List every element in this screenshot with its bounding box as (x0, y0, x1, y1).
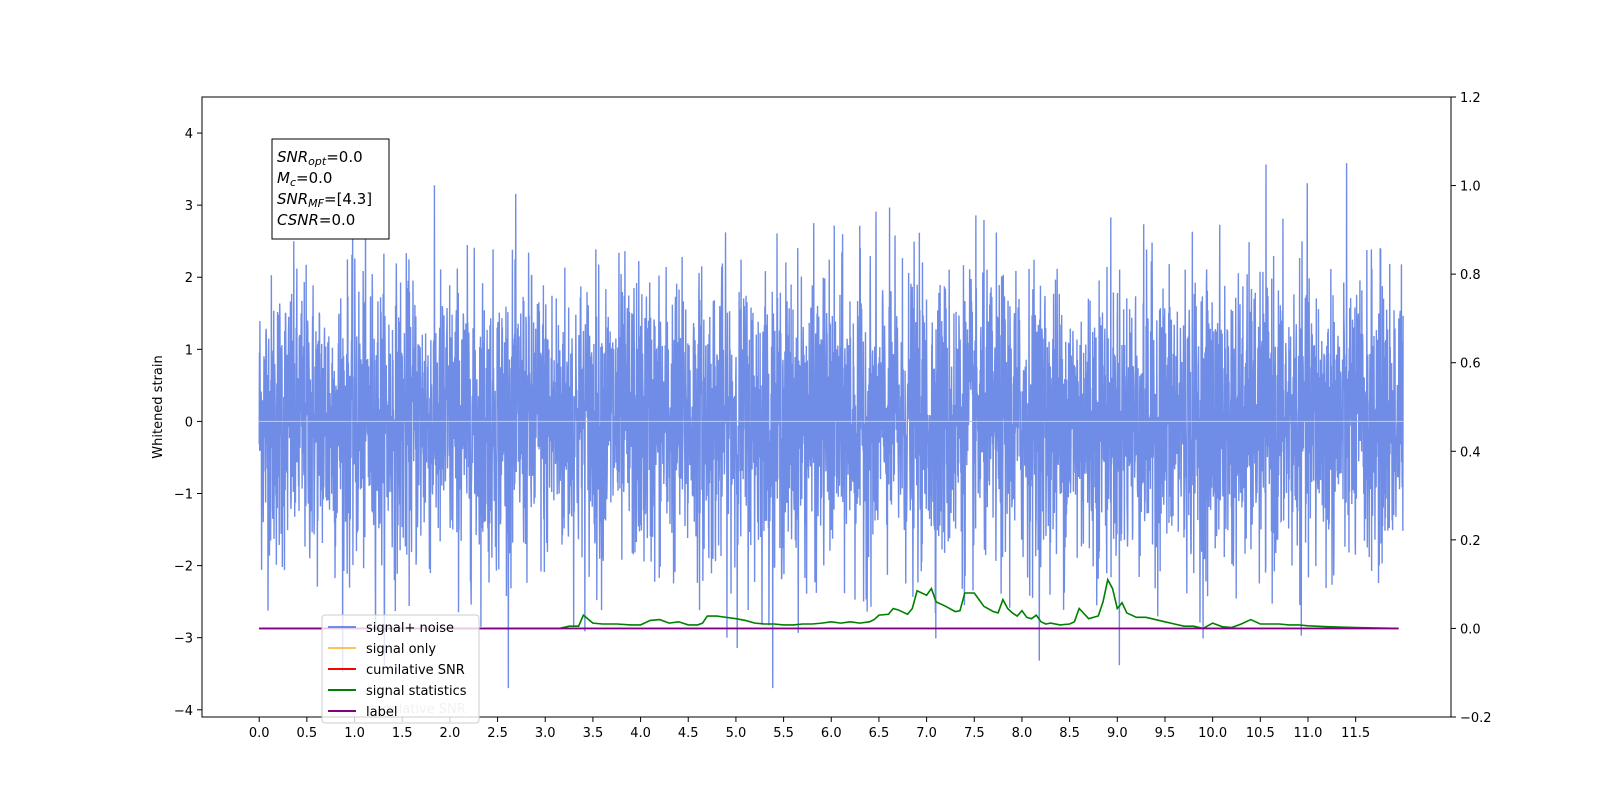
y-right-tick-label: 1.0 (1460, 180, 1481, 195)
y-tick-label: 1 (185, 343, 193, 358)
x-tick-label: 8.0 (1012, 726, 1033, 741)
plot-frame (201, 96, 1452, 718)
y-right-tick-label: 0.4 (1460, 445, 1481, 460)
x-tick-label: 11.5 (1341, 726, 1370, 741)
x-axis: 0.0 0.5 1.0 1.5 2.0 2.5 3.0 3.5 4.0 4.5 5.0 5.5 6.0 6… (249, 717, 1370, 741)
x-tick-label: 7.0 (916, 726, 937, 741)
info-line: Mc=0.0 (277, 169, 332, 189)
x-tick-label: 5.5 (773, 726, 794, 741)
y-right-tick-label: 0.8 (1460, 268, 1481, 283)
x-tick-label: 0.0 (249, 726, 270, 741)
x-tick-label: 8.5 (1059, 726, 1080, 741)
info-line: SNRopt=0.0 (277, 148, 363, 168)
y-axis-label: Whitened strain (151, 355, 166, 458)
y-tick-label: −2 (174, 560, 193, 575)
left-y-axis: 4 3 2 1 0 −1 −2 −3 −4 (174, 127, 202, 719)
info-line: SNRMF=[4.3] (277, 190, 372, 210)
x-tick-label: 2.5 (487, 726, 508, 741)
info-box-frame (271, 138, 390, 240)
y-tick-label: 2 (185, 271, 193, 286)
x-tick-label: 9.5 (1155, 726, 1176, 741)
y-tick-label: −4 (174, 704, 193, 719)
legend-label: signal+ noise (366, 621, 454, 636)
y-tick-label: 0 (185, 415, 193, 430)
x-tick-label: 3.5 (583, 726, 604, 741)
legend-label: cumilative SNR (366, 663, 465, 678)
x-tick-label: 0.5 (297, 726, 318, 741)
legend-label: signal only (366, 642, 436, 657)
y-right-tick-label: −0.2 (1460, 711, 1492, 726)
legend-label: signal statistics (366, 684, 467, 699)
y-tick-label: −3 (174, 632, 193, 647)
x-tick-label: 10.0 (1198, 726, 1227, 741)
series-signal-statistics (259, 577, 1399, 630)
right-y-axis: 1.2 1.0 0.8 0.6 0.4 0.2 0.0 −0.2 (1451, 91, 1492, 726)
signal-noise-series (258, 163, 1405, 689)
y-right-tick-label: 0.2 (1460, 534, 1481, 549)
y-tick-label: 4 (185, 127, 193, 142)
x-tick-label: 10.5 (1246, 726, 1275, 741)
y-right-tick-label: 1.2 (1460, 91, 1481, 106)
x-tick-label: 9.0 (1107, 726, 1128, 741)
x-tick-label: 6.0 (821, 726, 842, 741)
x-tick-label: 4.5 (678, 726, 699, 741)
x-tick-label: 11.0 (1294, 726, 1323, 741)
y-right-tick-label: 0.0 (1460, 622, 1481, 637)
x-tick-label: 3.0 (535, 726, 556, 741)
x-tick-label: 1.5 (392, 726, 413, 741)
x-tick-label: 4.0 (630, 726, 651, 741)
y-right-tick-label: 0.6 (1460, 357, 1481, 372)
x-tick-label: 5.0 (726, 726, 747, 741)
legend-frame (321, 614, 480, 724)
x-tick-label: 2.0 (440, 726, 461, 741)
y-tick-label: −1 (174, 488, 193, 503)
x-tick-label: 7.5 (964, 726, 985, 741)
x-tick-label: 6.5 (869, 726, 890, 741)
info-line: CSNR=0.0 (277, 211, 355, 229)
x-tick-label: 1.0 (344, 726, 365, 741)
series-signal-noise (258, 163, 1405, 689)
y-tick-label: 3 (185, 199, 193, 214)
legend-label: label (366, 705, 397, 720)
